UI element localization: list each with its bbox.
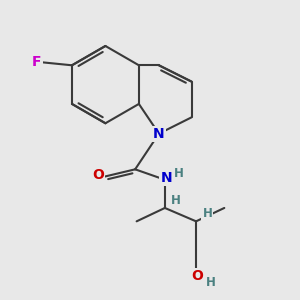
Text: N: N — [160, 171, 172, 185]
Text: H: H — [171, 194, 181, 207]
Text: N: N — [153, 127, 165, 141]
Text: O: O — [192, 269, 203, 283]
Text: F: F — [32, 55, 42, 69]
Text: H: H — [174, 167, 184, 180]
Text: O: O — [92, 168, 104, 182]
Text: H: H — [206, 276, 215, 289]
Text: H: H — [202, 207, 212, 220]
